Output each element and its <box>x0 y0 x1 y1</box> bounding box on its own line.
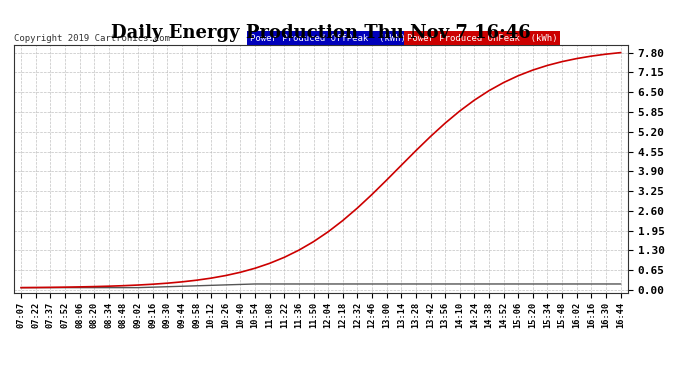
Text: Power Produced OnPeak  (kWh): Power Produced OnPeak (kWh) <box>407 33 558 42</box>
Text: Copyright 2019 Cartronics.com: Copyright 2019 Cartronics.com <box>14 33 170 42</box>
Text: Power Produced OffPeak  (kWh): Power Produced OffPeak (kWh) <box>250 33 406 42</box>
Title: Daily Energy Production Thu Nov 7 16:46: Daily Energy Production Thu Nov 7 16:46 <box>111 24 531 42</box>
